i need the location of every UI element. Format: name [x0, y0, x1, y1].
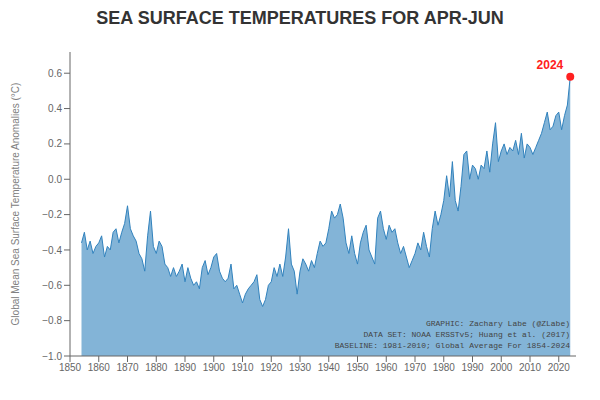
svg-text:1960: 1960	[375, 362, 398, 373]
svg-text:0.2: 0.2	[48, 138, 62, 149]
svg-text:−1.0: −1.0	[42, 351, 62, 362]
svg-text:2000: 2000	[490, 362, 513, 373]
svg-text:2020: 2020	[548, 362, 571, 373]
svg-text:1900: 1900	[203, 362, 226, 373]
svg-text:2024: 2024	[537, 58, 564, 72]
svg-text:−0.8: −0.8	[42, 315, 62, 326]
svg-text:0.6: 0.6	[48, 68, 62, 79]
svg-text:1890: 1890	[174, 362, 197, 373]
svg-text:1930: 1930	[289, 362, 312, 373]
svg-text:1990: 1990	[461, 362, 484, 373]
svg-text:GRAPHIC: Zachary Labe (@ZLabe): GRAPHIC: Zachary Labe (@ZLabe)DATA SET: …	[335, 319, 570, 350]
svg-text:2010: 2010	[519, 362, 542, 373]
svg-text:0.0: 0.0	[48, 174, 62, 185]
svg-text:1970: 1970	[404, 362, 427, 373]
html-text:SEA SURFACE TEMPERATURES FOR A: SEA SURFACE TEMPERATURES FOR APR-JUN	[96, 8, 504, 28]
svg-text:1950: 1950	[346, 362, 369, 373]
svg-text:0.4: 0.4	[48, 103, 62, 114]
svg-text:−0.6: −0.6	[42, 280, 62, 291]
svg-text:−0.2: −0.2	[42, 209, 62, 220]
svg-text:1880: 1880	[145, 362, 168, 373]
svg-text:1920: 1920	[260, 362, 283, 373]
svg-text:1870: 1870	[116, 362, 139, 373]
svg-text:Global Mean Sea Surface Temper: Global Mean Sea Surface Temperature Anom…	[10, 83, 21, 326]
svg-text:1850: 1850	[59, 362, 82, 373]
svg-text:1910: 1910	[231, 362, 254, 373]
svg-text:1980: 1980	[433, 362, 456, 373]
svg-text:1860: 1860	[88, 362, 111, 373]
svg-text:1940: 1940	[318, 362, 341, 373]
svg-text:−0.4: −0.4	[42, 245, 62, 256]
